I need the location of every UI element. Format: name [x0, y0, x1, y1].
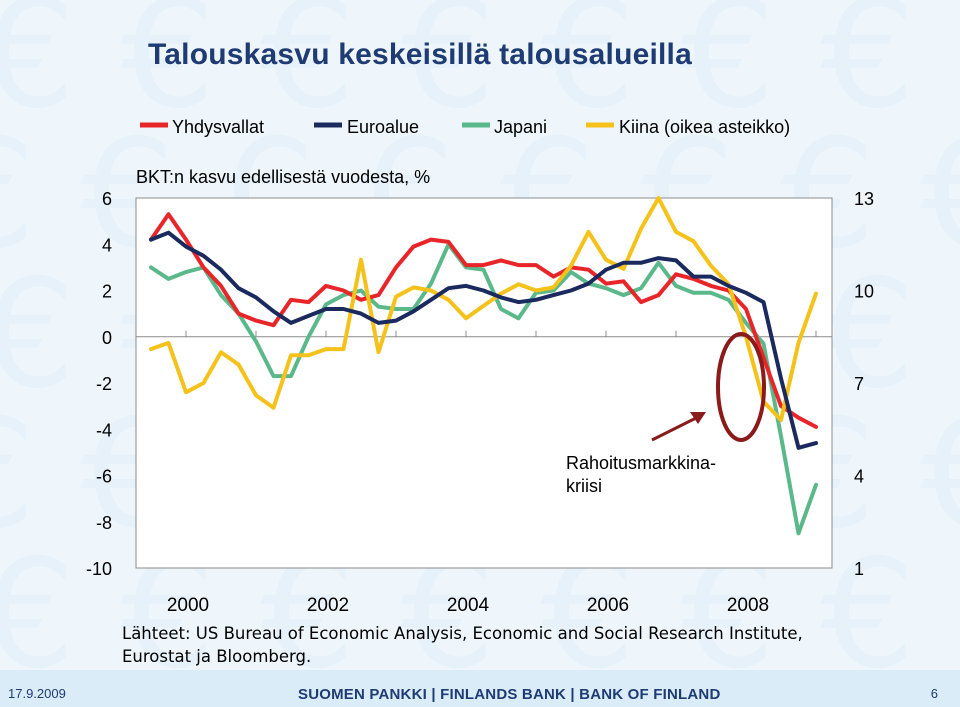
y-right-tick-label: 13 [854, 189, 874, 209]
legend-label-euro: Euroalue [347, 117, 419, 137]
y-right-tick-label: 7 [854, 374, 864, 394]
series-line-euro [149, 230, 818, 450]
x-tick-label: 2008 [727, 595, 769, 616]
footer-brand: SUOMEN PANKKI | FINLANDS BANK | BANK OF … [298, 686, 721, 703]
y-left-tick-label: 6 [102, 189, 112, 209]
x-tick-label: 2006 [587, 595, 629, 616]
source-note: Lähteet: US Bureau of Economic Analysis,… [122, 622, 912, 668]
x-tick-label: 2000 [167, 595, 209, 616]
crisis-annotation-line: Rahoitusmarkkina- [566, 453, 716, 473]
crisis-annotation-line: kriisi [566, 476, 602, 496]
legend-label-china: Kiina (oikea asteikko) [619, 117, 790, 137]
page-number: 6 [930, 686, 938, 701]
y-right-tick-label: 10 [854, 282, 874, 302]
y-left-tick-label: -10 [86, 559, 112, 579]
crisis-highlight-ellipse [716, 332, 766, 442]
x-tick-label: 2004 [447, 595, 490, 616]
footer-date: 17.9.2009 [8, 686, 66, 701]
chart-subtitle: BKT:n kasvu edellisestä vuodesta, % [136, 167, 430, 187]
y-left-tick-label: -4 [96, 420, 112, 440]
y-left-tick-label: 0 [102, 328, 112, 348]
y-right-tick-label: 1 [854, 559, 864, 579]
y-left-tick-label: -2 [96, 374, 112, 394]
crisis-arrow-head [690, 412, 706, 424]
source-line-1: Lähteet: US Bureau of Economic Analysis,… [122, 624, 803, 643]
x-tick-label: 2002 [307, 595, 349, 616]
y-left-tick-label: -6 [96, 467, 112, 487]
crisis-arrow-line [651, 415, 699, 442]
slide-title: Talouskasvu keskeisillä talousalueilla [148, 38, 692, 71]
y-left-tick-label: 4 [102, 235, 112, 255]
plot-area [135, 197, 833, 569]
series-line-us [149, 212, 818, 429]
y-left-tick-label: 2 [102, 282, 112, 302]
y-right-tick-label: 4 [854, 467, 864, 487]
source-line-2: Eurostat ja Bloomberg. [122, 647, 312, 666]
y-left-tick-label: -8 [96, 513, 112, 533]
series-line-japan [149, 242, 818, 536]
series-line-china [149, 196, 818, 422]
legend-label-us: Yhdysvallat [172, 117, 264, 137]
legend-label-japan: Japani [494, 117, 547, 137]
